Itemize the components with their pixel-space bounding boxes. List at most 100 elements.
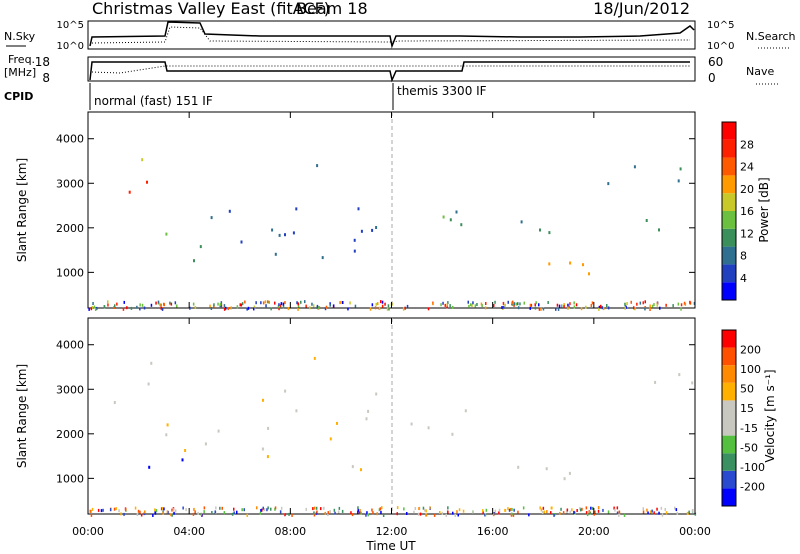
colorbar-tick-label: 4 [740,272,747,285]
noise-point [470,303,472,307]
noise-point [557,307,560,311]
noise-point [313,513,316,517]
noise-point [585,506,588,510]
y-tick-label: 1000 [56,266,84,279]
data-point [199,245,202,249]
freq-unit: [MHz] [4,66,36,79]
colorbar-segment [722,157,736,176]
noise-point [300,300,302,304]
noise-point [588,510,591,514]
noise-point [677,302,680,306]
noise-point [576,509,578,512]
nsky-tick-low: 10^0 [57,41,84,52]
noise-point [185,508,187,512]
noise-point [91,306,93,309]
noise-point [130,306,133,310]
noise-point [381,304,384,308]
noise-point [367,513,369,517]
noise-point [150,303,153,307]
noise-point [566,510,568,514]
noise-point [661,513,664,517]
noise-point [92,302,94,305]
noise-point [414,507,417,510]
noise-point [594,510,596,514]
y-tick-label: 1000 [56,472,84,485]
noise-point [210,307,213,310]
data-point [267,426,270,430]
colorbar-segment [722,139,736,158]
colorbar-segment [722,347,736,366]
data-point [271,228,274,232]
x-tick-label: 00:00 [679,525,711,538]
noise-point [538,307,541,311]
data-point [313,356,316,360]
noise-point [155,509,158,513]
data-point [539,228,541,232]
noise-point [494,509,497,513]
noise-point [566,508,569,512]
noise-point [173,511,175,515]
noise-point [115,507,117,511]
noise-point [268,300,270,304]
data-point [353,238,356,242]
noise-point [113,306,115,309]
noise-point [247,306,250,310]
noise-point [523,301,525,305]
noise-point [157,300,160,304]
noise-point [442,301,444,305]
noise-point [562,511,565,515]
noise-point [481,304,483,308]
noise-point [538,303,540,307]
noise-point [467,300,469,304]
noise-point [485,302,487,305]
noise-point [555,307,557,311]
noise-point [642,507,644,511]
noise-point [575,303,578,307]
noise-point [558,304,561,308]
noise-point [535,301,537,305]
nave-trace [91,65,690,74]
data-point [360,468,362,472]
data-point [654,380,657,384]
noise-point [197,511,199,515]
noise-point [141,303,144,307]
noise-point [239,303,241,307]
noise-point [445,513,447,517]
noise-point [419,512,422,516]
noise-point [519,302,521,306]
noise-point [636,302,638,306]
noise-point [492,513,495,517]
noise-point [270,307,272,311]
noise-point [471,304,473,307]
noise-point [88,307,90,311]
noise-point [313,511,315,515]
noise-point [508,508,511,512]
data-point [113,401,116,404]
noise-point [513,302,516,306]
noise-point [623,513,626,517]
noise-point [244,300,246,304]
data-point [360,229,363,233]
noise-point [573,305,576,309]
noise-point [571,508,573,512]
noise-point [563,305,565,309]
colorbar-segment [722,122,736,140]
noise-point [246,307,248,311]
noise-point [240,303,243,307]
noise-point [585,511,588,515]
data-point [464,409,467,413]
noise-point [580,307,583,311]
colorbar-frame [721,329,737,507]
noise-point [329,510,331,514]
noise-point [598,307,600,311]
noise-point [567,303,569,307]
noise-point [646,508,648,512]
noise-point [349,301,351,305]
noise-point [236,510,238,514]
noise-point [586,513,589,517]
noise-point [468,304,470,308]
noise-point [107,303,109,307]
noise-point [311,302,313,306]
noise-point [634,307,636,311]
data-point [645,219,648,222]
